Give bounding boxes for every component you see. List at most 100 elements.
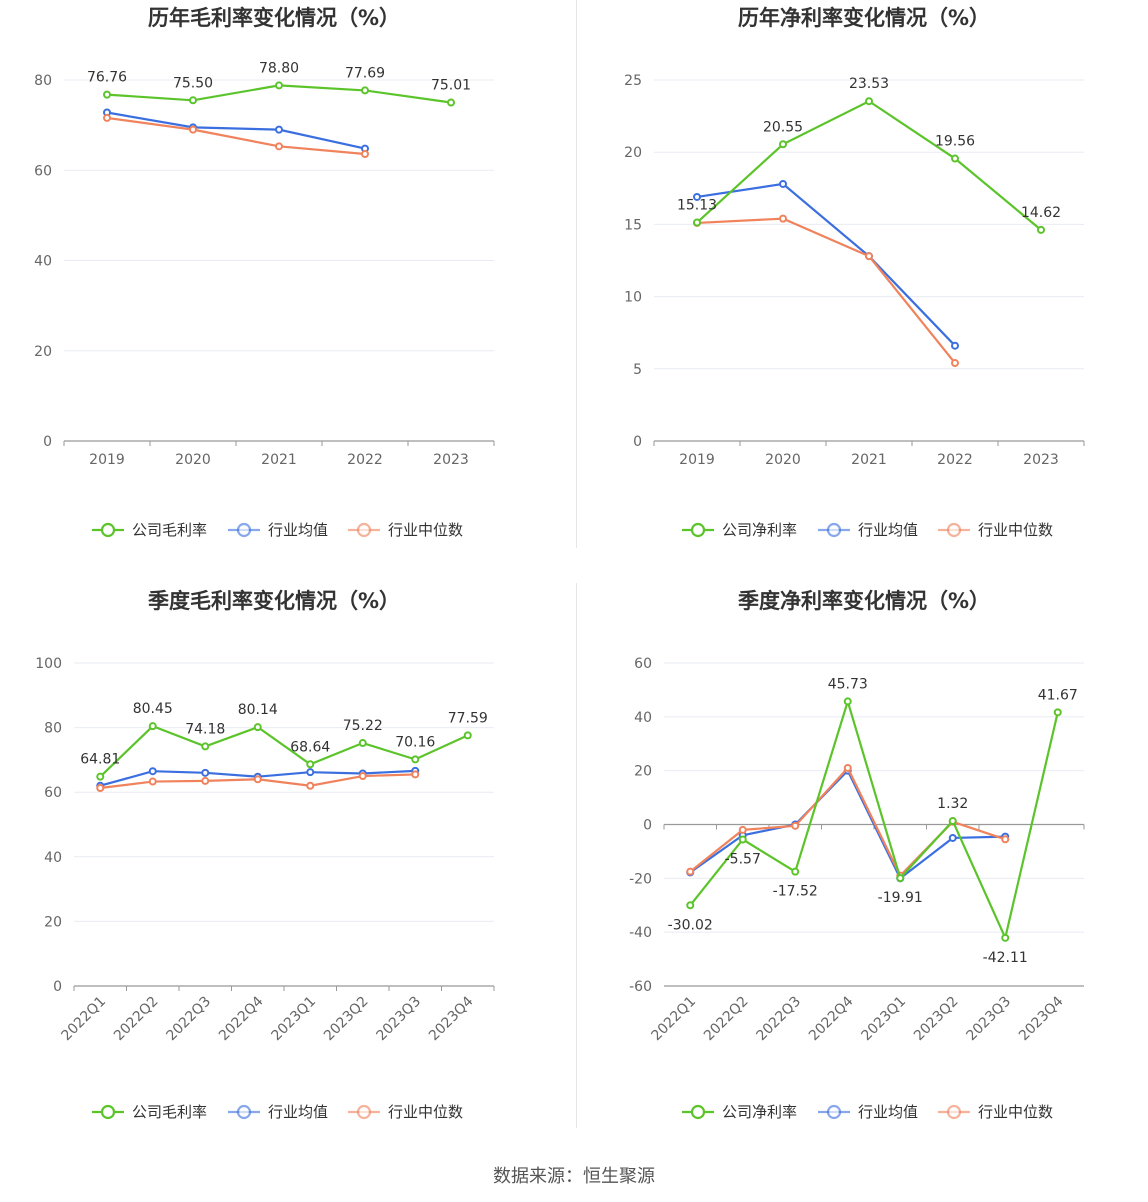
- data-point-median: [306, 781, 315, 790]
- legend-label: 行业均值: [268, 521, 328, 539]
- data-point-avg: [306, 768, 315, 777]
- x-tick-label: 2023Q1: [268, 994, 319, 1045]
- x-tick-label: 2019: [679, 452, 715, 468]
- data-label: 80.45: [133, 701, 173, 717]
- y-tick-label: 15: [624, 217, 642, 233]
- legend-label: 公司净利率: [722, 1103, 797, 1121]
- data-point-avg: [779, 179, 787, 188]
- y-tick-label: 10: [624, 290, 642, 306]
- x-tick-label: 2022Q4: [216, 993, 267, 1044]
- y-tick-label: 0: [43, 434, 52, 450]
- data-point-avg: [148, 767, 157, 776]
- data-point-company: [103, 90, 111, 99]
- x-tick-label: 2019: [89, 452, 125, 468]
- data-point-median: [411, 770, 420, 779]
- x-tick-label: 2020: [175, 452, 211, 468]
- legend-label: 行业均值: [268, 1103, 328, 1121]
- data-point-avg: [951, 341, 959, 350]
- x-tick-label: 2023Q3: [963, 994, 1014, 1045]
- data-label: 75.50: [173, 75, 213, 91]
- y-tick-label: 20: [634, 764, 652, 780]
- x-tick-label: 2023: [1023, 452, 1059, 468]
- x-tick-label: 2021: [851, 452, 887, 468]
- data-label: 20.55: [763, 119, 803, 135]
- y-tick-label: -20: [629, 871, 652, 887]
- legend-label: 行业均值: [858, 521, 918, 539]
- data-point-company: [411, 755, 420, 764]
- legend-label: 公司毛利率: [132, 1103, 207, 1121]
- legend-marker-avg: [236, 522, 252, 538]
- data-point-company: [201, 742, 210, 751]
- series-line-company: [99, 724, 469, 778]
- x-tick-label: 2023Q2: [321, 994, 372, 1045]
- x-tick-label: 2023Q4: [1016, 993, 1067, 1044]
- data-point-company: [686, 901, 695, 910]
- series-line-avg: [696, 182, 956, 347]
- data-point-median: [951, 359, 959, 368]
- y-tick-label: 0: [643, 818, 652, 834]
- data-point-company: [148, 722, 157, 731]
- y-tick-label: 20: [624, 145, 642, 161]
- data-point-median: [843, 763, 852, 772]
- x-tick-label: 2022Q2: [701, 994, 752, 1045]
- legend-marker-median: [946, 522, 962, 538]
- data-point-company: [275, 81, 283, 90]
- data-point-company: [96, 772, 105, 781]
- y-tick-label: 20: [44, 914, 62, 930]
- data-point-company: [843, 697, 852, 706]
- data-point-company: [693, 218, 701, 227]
- data-label: 41.67: [1038, 687, 1078, 703]
- data-point-company: [948, 816, 957, 825]
- chart-title: 季度净利率变化情况（%）: [738, 589, 990, 613]
- panel-divider: [576, 583, 577, 1128]
- data-point-company: [361, 86, 369, 95]
- data-point-median: [865, 252, 873, 261]
- data-point-median: [96, 784, 105, 793]
- data-point-median: [361, 150, 369, 159]
- data-label: 14.62: [1021, 205, 1061, 221]
- y-tick-label: 40: [44, 850, 62, 866]
- data-source-footer: 数据来源：恒生聚源: [493, 1166, 655, 1187]
- chart-svg: 季度净利率变化情况（%） -60 -40 -20 0 20 40 60 2022Q1 2022Q2…: [629, 589, 1085, 1121]
- legend-marker-median: [356, 1104, 372, 1120]
- data-label: 75.22: [343, 718, 383, 734]
- y-tick-label: -40: [629, 925, 652, 941]
- y-tick-label: 60: [34, 163, 52, 179]
- chart-title: 历年毛利率变化情况（%）: [148, 6, 400, 30]
- legend-marker-avg: [236, 1104, 252, 1120]
- data-point-median: [738, 825, 747, 834]
- data-point-company: [1037, 225, 1045, 234]
- legend-marker-median: [946, 1104, 962, 1120]
- data-point-median: [358, 772, 367, 781]
- x-tick-label: 2023Q3: [373, 994, 424, 1045]
- data-label: -19.91: [878, 890, 923, 906]
- legend-label: 行业中位数: [388, 521, 463, 539]
- x-tick-label: 2022Q1: [58, 994, 109, 1045]
- data-point-company: [791, 867, 800, 876]
- data-point-median: [189, 125, 197, 134]
- legend-label: 公司净利率: [722, 521, 797, 539]
- legend-marker-company: [690, 1104, 706, 1120]
- data-point-company: [306, 760, 315, 769]
- data-point-median: [686, 867, 695, 876]
- legend-marker-company: [100, 1104, 116, 1120]
- data-label: -5.57: [725, 851, 761, 867]
- legend-label: 行业中位数: [978, 1103, 1053, 1121]
- data-point-company: [447, 98, 455, 107]
- data-label: 64.81: [80, 752, 120, 768]
- y-tick-label: 40: [34, 254, 52, 270]
- data-point-company: [1053, 708, 1062, 717]
- data-point-company: [1001, 933, 1010, 942]
- x-tick-label: 2023Q1: [858, 994, 909, 1045]
- data-label: 74.18: [185, 721, 225, 737]
- data-point-median: [103, 113, 111, 122]
- data-point-avg: [201, 768, 210, 777]
- y-tick-label: 60: [634, 656, 652, 672]
- legend-label: 公司毛利率: [132, 521, 207, 539]
- y-tick-label: 0: [53, 979, 62, 995]
- data-point-median: [201, 776, 210, 785]
- data-label: 70.16: [395, 734, 435, 750]
- chart-svg: 历年净利率变化情况（%） 0 5 10 15 20 25 2019 2020 2021 2022 20…: [624, 6, 1085, 539]
- data-label: -30.02: [668, 917, 713, 933]
